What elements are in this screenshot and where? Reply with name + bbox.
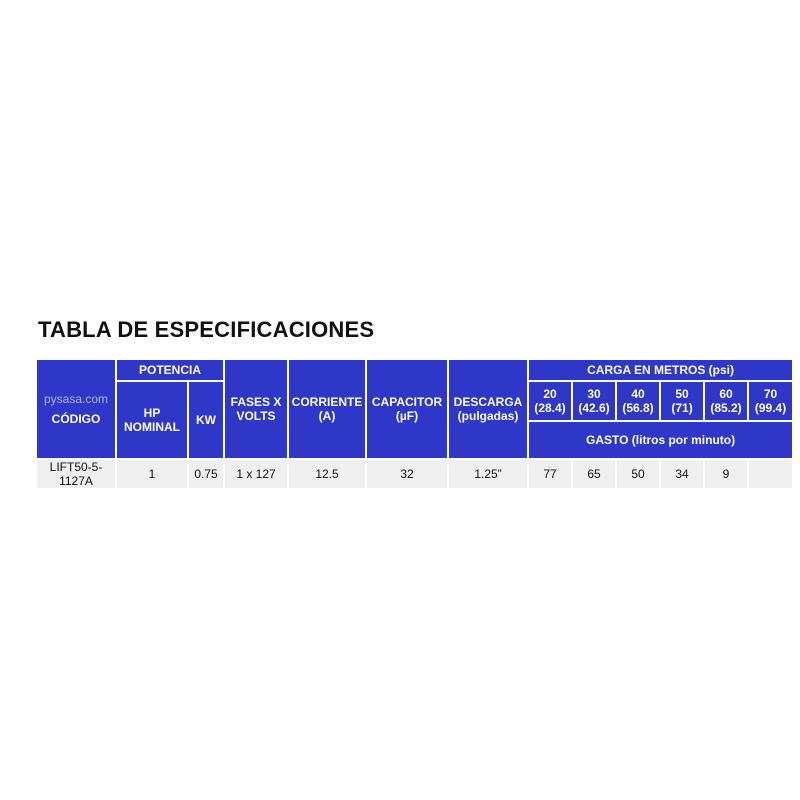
header-label: CÓDIGO [51, 412, 101, 426]
header-cell: HP NOMINAL [115, 380, 189, 460]
watermark: pysasa.com [43, 392, 109, 406]
header-cell: 70 (99.4) [747, 380, 795, 422]
table-cell: 1.25” [447, 459, 530, 488]
table-cell: LIFT50-5-1127A [35, 459, 117, 488]
table-cell: 0.75 [186, 459, 226, 488]
table-cell: 1 x 127 [223, 459, 290, 488]
table-cell: 34 [659, 459, 706, 488]
table-cell: 77 [527, 459, 574, 488]
table-cell: 1 [115, 459, 189, 488]
table-body: LIFT50-5-1127A 1 0.75 1 x 127 12.5 32 1.25” 77 6… [35, 459, 795, 488]
header-cell: 30 (42.6) [571, 380, 618, 422]
header-cell: CORRIENTE (A) [287, 358, 368, 460]
header-cell: 60 (85.2) [703, 380, 750, 422]
header-cell: GASTO (litros por minuto) [527, 420, 795, 460]
header-cell: CAPACITOR (µF) [365, 358, 450, 460]
table-cell: 9 [703, 459, 750, 488]
header-cell: DESCARGA (pulgadas) [447, 358, 530, 460]
header-cell: FASES X VOLTS [223, 358, 290, 460]
table-cell [747, 459, 795, 488]
table-cell: 12.5 [287, 459, 368, 488]
table-cell: 32 [365, 459, 450, 488]
table-cell: 50 [615, 459, 662, 488]
header-cell: 20 (28.4) [527, 380, 574, 422]
header-cell: CARGA EN METROS (psi) [527, 358, 795, 382]
page-title: TABLA DE ESPECIFICACIONES [38, 317, 375, 342]
header-cell: POTENCIA [114, 358, 226, 382]
header-cell: pysasa.com CÓDIGO [35, 358, 117, 460]
header-cell: KW [186, 380, 226, 460]
table-cell: 65 [571, 459, 618, 488]
header-cell: 40 (56.8) [615, 380, 662, 422]
table-row: LIFT50-5-1127A 1 0.75 1 x 127 12.5 32 1.25” 77 6… [35, 459, 795, 488]
header-cell: 50 (71) [659, 380, 706, 422]
spec-table: pysasa.com CÓDIGO POTENCIA FASES X VOLTS… [35, 358, 795, 488]
